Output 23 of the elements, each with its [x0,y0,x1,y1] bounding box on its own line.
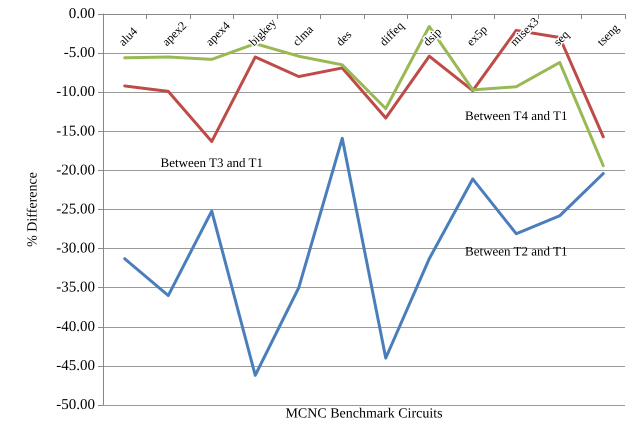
series-label: Between T4 and T1 [465,108,568,124]
y-tick-label: -45.00 [56,358,95,374]
y-tick-label: -10.00 [56,84,95,100]
y-tick-label: -35.00 [56,280,95,296]
x-tick-label: alu4 [116,24,140,49]
x-tick-label: ex5p [464,22,490,49]
y-tick-label: -50.00 [56,397,95,413]
y-tick-label: -20.00 [56,162,95,178]
y-axis-title: % Difference [26,172,40,247]
series-label: Between T2 and T1 [465,243,568,258]
x-tick-label: des [333,27,354,49]
y-tick-label: -25.00 [56,202,95,218]
y-tick-label: -40.00 [56,318,95,335]
y-tick-label: -15.00 [56,123,95,140]
x-tick-label: clma [290,22,316,49]
y-tick-label: 0.00 [68,6,95,22]
series-label: Between T3 and T1 [160,155,263,170]
x-tick-label: seq [550,28,572,49]
line-series [123,136,605,377]
x-axis-title: MCNC Benchmark Circuits [285,406,443,422]
y-tick-label: -5.00 [64,45,95,62]
y-tick-label: -30.00 [56,240,95,257]
x-tick-label: dsip [420,24,444,49]
